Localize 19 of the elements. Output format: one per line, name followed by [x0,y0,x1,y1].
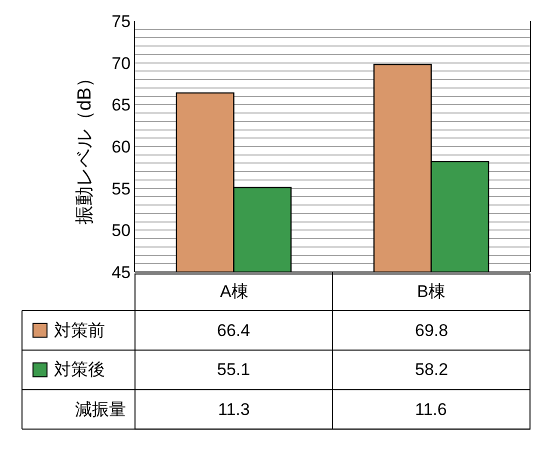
y-tick-label: 65 [112,96,131,115]
y-tick-label: 75 [112,12,131,31]
y-tick-label: 55 [112,179,131,198]
data-label: 58.2 [415,360,448,379]
x-tick-label: A棟 [220,282,248,301]
text: 11.3 [218,400,250,419]
legend-label: 対策後 [54,360,105,379]
x-tick-label: B棟 [417,282,446,301]
text: 11.6 [415,400,447,419]
y-tick-label: 60 [112,137,131,156]
y-axis-title: 振動レベル（dB） [74,68,96,225]
y-tick-label: 50 [112,221,131,240]
data-label: 66.4 [217,321,250,340]
y-tick-label: 45 [112,262,131,282]
data-label: 69.8 [415,321,448,340]
data-label: 55.1 [217,360,250,379]
y-tick-label: 70 [112,54,131,73]
legend-label: 対策前 [54,321,105,340]
text: 減振量 [75,400,126,419]
